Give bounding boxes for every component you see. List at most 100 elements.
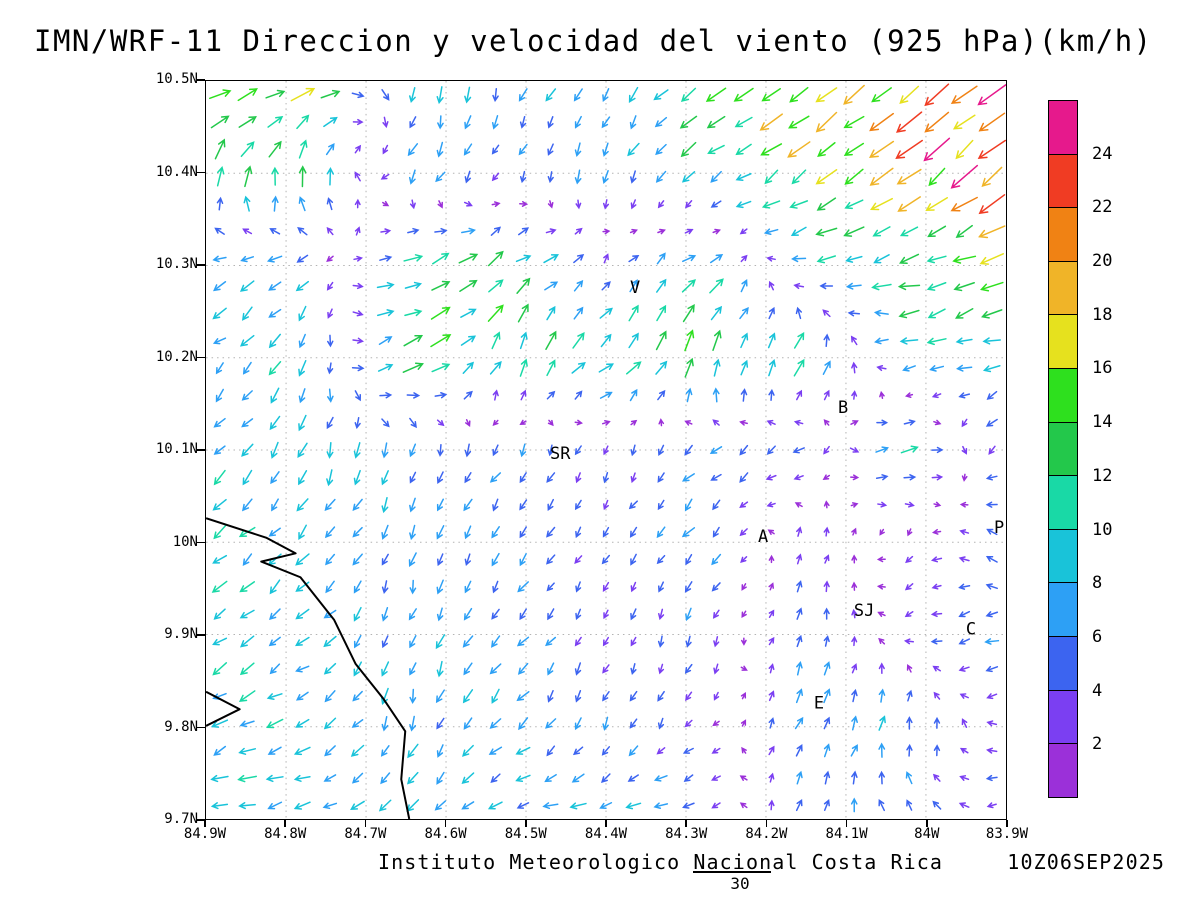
wind-arrow xyxy=(517,662,529,675)
wind-arrow xyxy=(768,799,775,811)
wind-arrow xyxy=(436,579,444,595)
wind-arrow xyxy=(906,689,913,702)
wind-arrow xyxy=(877,611,886,617)
wind-arrow xyxy=(320,89,341,99)
wind-arrow xyxy=(931,392,942,399)
wind-arrow xyxy=(460,335,477,346)
wind-arrow xyxy=(629,228,638,235)
wind-arrow xyxy=(436,141,444,158)
wind-arrow xyxy=(324,498,336,511)
wind-arrow xyxy=(985,665,999,673)
wind-arrow xyxy=(298,388,306,404)
colorbar-label: 2 xyxy=(1092,734,1103,755)
wind-arrow xyxy=(326,469,334,487)
wind-arrow xyxy=(269,415,281,431)
wind-arrow xyxy=(628,86,639,103)
wind-arrow xyxy=(768,280,775,291)
y-axis-tick xyxy=(197,726,205,729)
wind-arrow xyxy=(931,583,942,590)
wind-arrow xyxy=(239,635,255,648)
wind-arrow xyxy=(437,115,444,130)
wind-arrow xyxy=(463,498,473,512)
wind-arrow xyxy=(895,139,923,159)
x-axis-label: 84.7W xyxy=(344,826,387,842)
colorbar-segment xyxy=(1048,637,1078,691)
wind-arrow xyxy=(409,497,416,513)
wind-arrow xyxy=(437,200,443,209)
wind-arrow xyxy=(409,417,417,429)
wind-arrow xyxy=(679,115,698,129)
wind-arrow xyxy=(213,745,227,756)
wind-arrow xyxy=(326,281,334,291)
wind-arrow xyxy=(547,419,554,427)
wind-arrow xyxy=(212,662,228,676)
wind-arrow xyxy=(933,716,941,729)
wind-arrow xyxy=(435,689,445,704)
wind-arrow xyxy=(630,636,637,647)
wind-arrow xyxy=(381,553,389,566)
wind-arrow xyxy=(297,442,308,458)
y-axis-tick xyxy=(197,449,205,451)
wind-arrow xyxy=(603,499,609,511)
colorbar-segment xyxy=(1048,261,1078,316)
wind-arrow xyxy=(381,497,389,514)
wind-arrow xyxy=(402,362,425,373)
wind-arrow xyxy=(574,636,582,647)
wind-arrow xyxy=(985,501,998,508)
wind-arrow xyxy=(460,308,477,318)
wind-arrow xyxy=(851,688,858,703)
wind-arrow xyxy=(958,556,970,563)
wind-arrow xyxy=(739,501,749,509)
wind-arrow xyxy=(298,414,307,432)
wind-arrow xyxy=(270,441,279,459)
wind-arrow xyxy=(432,252,450,265)
wind-arrow xyxy=(324,745,336,757)
city-label-sr: SR xyxy=(550,443,571,463)
wind-arrow xyxy=(574,689,582,703)
x-axis-tick xyxy=(845,820,848,827)
wind-arrow xyxy=(352,310,364,317)
city-label-sj: SJ xyxy=(854,600,874,620)
wind-arrow xyxy=(658,581,664,593)
wind-arrow xyxy=(575,608,582,621)
wind-arrow xyxy=(492,389,499,401)
wind-arrow xyxy=(546,745,556,757)
wind-arrow xyxy=(241,306,253,321)
wind-arrow xyxy=(350,800,365,811)
wind-arrow xyxy=(351,364,365,372)
wind-arrow xyxy=(326,197,334,211)
wind-arrow xyxy=(409,443,417,458)
wind-arrow xyxy=(985,611,999,618)
wind-arrow xyxy=(378,799,392,812)
wind-arrow xyxy=(434,800,447,811)
wind-arrow xyxy=(599,391,613,399)
wind-arrow xyxy=(242,361,252,375)
wind-arrow xyxy=(713,358,721,377)
wind-arrow xyxy=(926,282,947,291)
wind-arrow xyxy=(955,139,974,160)
wind-arrow xyxy=(376,309,395,317)
wind-arrow xyxy=(630,472,637,484)
wind-arrow xyxy=(266,693,283,700)
wind-arrow xyxy=(978,194,1006,215)
wind-arrow xyxy=(381,524,389,540)
wind-arrow xyxy=(517,227,530,236)
wind-arrow xyxy=(986,747,998,754)
wind-arrow xyxy=(927,225,947,238)
y-axis-label: 10.1N xyxy=(155,441,198,457)
wind-arrow xyxy=(268,636,281,647)
wind-arrow xyxy=(899,226,919,237)
wind-arrow xyxy=(298,524,307,541)
wind-arrow xyxy=(436,498,444,512)
wind-arrow xyxy=(516,802,530,809)
wind-arrow xyxy=(760,143,783,156)
wind-arrow xyxy=(627,774,639,782)
wind-arrow xyxy=(850,797,858,813)
x-axis-label: 84.6W xyxy=(424,826,467,842)
wind-arrow xyxy=(378,336,393,346)
wind-arrow xyxy=(764,169,779,185)
caption: Instituto Meteorologico Nacional Costa R… xyxy=(378,850,1165,874)
wind-arrow xyxy=(352,526,363,538)
wind-arrow xyxy=(823,580,830,593)
wind-arrow xyxy=(351,91,365,99)
